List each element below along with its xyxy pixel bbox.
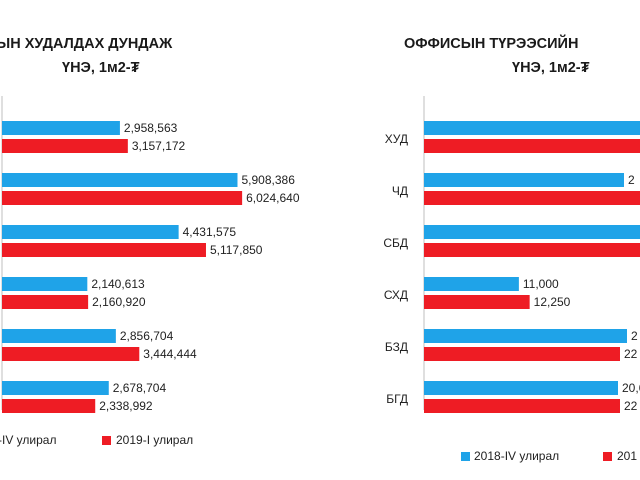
left-value-label-series-a-4: 2,140,613 [91, 277, 145, 291]
right-bar-series-a-4 [424, 277, 519, 291]
left-bar-series-b-5 [2, 347, 140, 361]
left-chart-title-line-2: ҮНЭ, 1м2-₮ [62, 60, 140, 76]
right-chart-title-line-1: ОФФИСЫН ТҮРЭЭСИЙН [404, 34, 578, 52]
left-value-label-series-a-3: 4,431,575 [183, 225, 237, 239]
right-value-label-series-b-5: 22 [624, 347, 638, 361]
right-bar-series-a-5 [424, 329, 627, 343]
left-bar-series-b-1 [2, 139, 128, 153]
right-value-label-series-a-6: 20,6 [622, 381, 640, 395]
left-chart: ЫН ХУДАЛДАХ ДУНДАЖ ҮНЭ, 1м2-₮ 2,958,563 5… [0, 36, 300, 447]
right-category-label-6: БГД [386, 392, 408, 406]
right-category-label-3: СБД [383, 236, 408, 250]
right-bar-series-b-3 [424, 243, 640, 257]
left-bar-series-b-2 [2, 191, 243, 205]
right-legend-swatch-series-b [603, 452, 612, 461]
right-bar-series-a-3 [424, 225, 640, 239]
right-value-label-series-a-4: 11,000 [523, 277, 559, 291]
right-bar-series-b-6 [424, 399, 620, 413]
left-value-label-series-b-5: 3,444,444 [143, 347, 197, 361]
left-bar-series-b-4 [2, 295, 89, 309]
right-chart: ОФФИСЫН ТҮРЭЭСИЙН ҮНЭ, 1м2-₮ ХУД ЧД СБД СХД… [383, 34, 640, 463]
right-category-label-2: ЧД [392, 184, 408, 198]
right-chart-legend: 2018-IV улирал 201 [461, 449, 637, 463]
right-chart-bars: ХУД ЧД СБД СХД БЗД БГД 2 11,000 2 20,6 12,250 22 22 [383, 121, 640, 413]
left-value-label-series-b-1: 3,157,172 [132, 139, 186, 153]
left-value-label-series-a-5: 2,856,704 [120, 329, 174, 343]
left-legend-label-series-a: -IV улирал [0, 433, 56, 447]
left-legend-label-series-b: 2019-I улирал [116, 433, 193, 447]
right-value-label-series-b-4: 12,250 [534, 295, 571, 309]
left-value-label-series-b-2: 6,024,640 [246, 191, 300, 205]
right-bar-series-b-5 [424, 347, 620, 361]
right-bar-series-a-6 [424, 381, 618, 395]
right-legend-label-series-b: 201 [617, 449, 637, 463]
right-legend-label-series-a: 2018-IV улирал [474, 449, 559, 463]
left-chart-legend: -IV улирал 2019-I улирал [0, 433, 193, 447]
right-category-label-1: ХУД [385, 132, 408, 146]
left-bar-series-a-1 [2, 121, 120, 135]
left-bar-series-b-6 [2, 399, 96, 413]
left-value-label-series-b-4: 2,160,920 [92, 295, 146, 309]
right-value-label-series-a-5: 2 [631, 329, 638, 343]
right-bar-series-b-2 [424, 191, 640, 205]
left-value-label-series-b-3: 5,117,850 [210, 243, 263, 257]
left-value-label-series-b-6: 2,338,992 [99, 399, 153, 413]
left-chart-title-line-1: ЫН ХУДАЛДАХ ДУНДАЖ [0, 36, 173, 52]
left-legend-swatch-series-b [102, 436, 111, 445]
left-bar-series-a-4 [2, 277, 88, 291]
left-chart-bars: 2,958,563 5,908,386 4,431,575 2,140,613 2,85… [2, 121, 300, 413]
right-value-label-series-a-2: 2 [628, 173, 635, 187]
right-category-label-4: СХД [384, 288, 408, 302]
right-chart-title-line-2: ҮНЭ, 1м2-₮ [512, 60, 590, 76]
left-bar-series-b-3 [2, 243, 206, 257]
right-bar-series-a-2 [424, 173, 624, 187]
left-bar-series-a-5 [2, 329, 116, 343]
left-bar-series-a-6 [2, 381, 109, 395]
right-category-label-5: БЗД [385, 340, 408, 354]
right-legend-swatch-series-a [461, 452, 470, 461]
left-value-label-series-a-2: 5,908,386 [241, 173, 295, 187]
left-value-label-series-a-1: 2,958,563 [124, 121, 178, 135]
right-bar-series-b-4 [424, 295, 530, 309]
left-bar-series-a-3 [2, 225, 179, 239]
right-value-label-series-b-6: 22 [624, 399, 638, 413]
left-value-label-series-a-6: 2,678,704 [113, 381, 167, 395]
right-bar-series-b-1 [424, 139, 640, 153]
right-bar-series-a-1 [424, 121, 640, 135]
left-bar-series-a-2 [2, 173, 238, 187]
